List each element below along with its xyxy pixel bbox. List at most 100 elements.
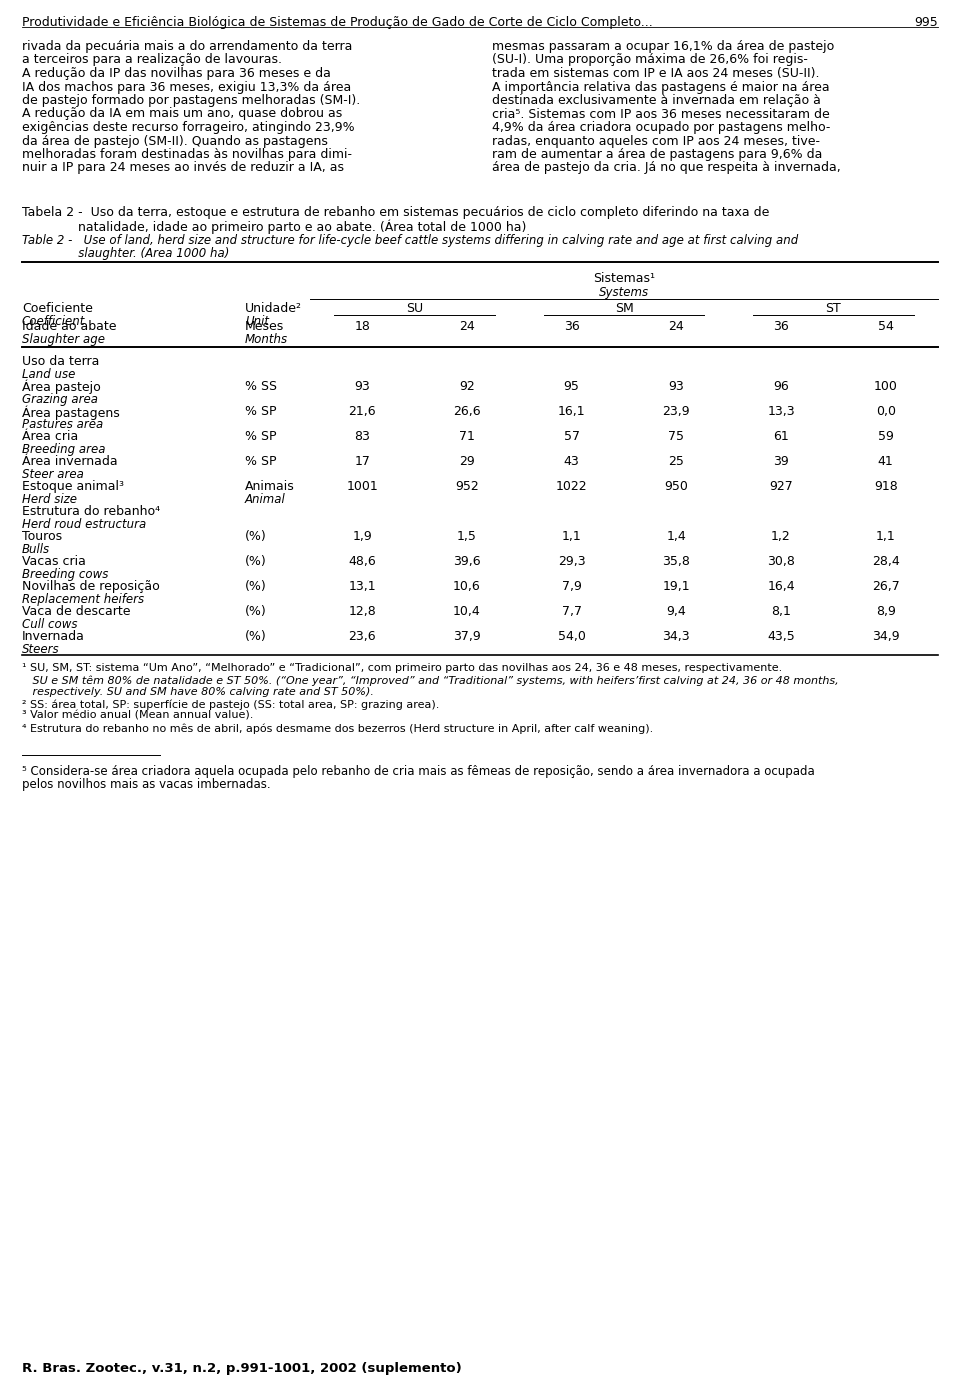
- Text: % SP: % SP: [245, 431, 276, 443]
- Text: Área pastejo: Área pastejo: [22, 380, 101, 394]
- Text: A redução da IA em mais um ano, quase dobrou as: A redução da IA em mais um ano, quase do…: [22, 108, 343, 120]
- Text: Unidade²: Unidade²: [245, 302, 302, 315]
- Text: trada em sistemas com IP e IA aos 24 meses (SU-II).: trada em sistemas com IP e IA aos 24 mes…: [492, 67, 820, 80]
- Text: 28,4: 28,4: [872, 555, 900, 568]
- Text: 100: 100: [874, 380, 898, 393]
- Text: 1,5: 1,5: [457, 530, 477, 542]
- Text: 952: 952: [455, 480, 479, 493]
- Text: Replacement heifers: Replacement heifers: [22, 593, 144, 605]
- Text: (SU-I). Uma proporção máxima de 26,6% foi regis-: (SU-I). Uma proporção máxima de 26,6% fo…: [492, 53, 808, 67]
- Text: 29: 29: [459, 454, 475, 468]
- Text: (%): (%): [245, 530, 267, 542]
- Text: 16,4: 16,4: [767, 580, 795, 593]
- Text: ram de aumentar a área de pastagens para 9,6% da: ram de aumentar a área de pastagens para…: [492, 148, 823, 161]
- Text: 9,4: 9,4: [666, 605, 686, 618]
- Text: 34,9: 34,9: [872, 630, 900, 643]
- Text: 23,9: 23,9: [662, 405, 690, 418]
- Text: 0,0: 0,0: [876, 405, 896, 418]
- Text: 37,9: 37,9: [453, 630, 481, 643]
- Text: 8,9: 8,9: [876, 605, 896, 618]
- Text: ¹ SU, SM, ST: sistema “Um Ano”, “Melhorado” e “Tradicional”, com primeiro parto : ¹ SU, SM, ST: sistema “Um Ano”, “Melhora…: [22, 663, 782, 672]
- Text: ST: ST: [826, 302, 841, 315]
- Text: rivada da pecuária mais a do arrendamento da terra: rivada da pecuária mais a do arrendament…: [22, 41, 352, 53]
- Text: 83: 83: [354, 431, 371, 443]
- Text: Idade ao abate: Idade ao abate: [22, 320, 116, 333]
- Text: 1,4: 1,4: [666, 530, 686, 542]
- Text: 16,1: 16,1: [558, 405, 586, 418]
- Text: A redução da IP das novilhas para 36 meses e da: A redução da IP das novilhas para 36 mes…: [22, 67, 331, 80]
- Text: ⁵ Considera-se área criadora aquela ocupada pelo rebanho de cria mais as fêmeas : ⁵ Considera-se área criadora aquela ocup…: [22, 765, 815, 779]
- Text: 93: 93: [668, 380, 684, 393]
- Text: 92: 92: [459, 380, 475, 393]
- Text: Herd roud estructura: Herd roud estructura: [22, 519, 146, 531]
- Text: 1,1: 1,1: [562, 530, 582, 542]
- Text: Área pastagens: Área pastagens: [22, 405, 120, 419]
- Text: 10,6: 10,6: [453, 580, 481, 593]
- Text: 34,3: 34,3: [662, 630, 690, 643]
- Text: Grazing area: Grazing area: [22, 393, 98, 405]
- Text: ³ Valor médio anual (Mean annual value).: ³ Valor médio anual (Mean annual value).: [22, 712, 253, 721]
- Text: Produtividade e Eficiência Biológica de Sistemas de Produção de Gado de Corte de: Produtividade e Eficiência Biológica de …: [22, 15, 653, 29]
- Text: Tabela 2 -  Uso da terra, estoque e estrutura de rebanho em sistemas pecuários d: Tabela 2 - Uso da terra, estoque e estru…: [22, 206, 769, 219]
- Text: R. Bras. Zootec., v.31, n.2, p.991-1001, 2002 (suplemento): R. Bras. Zootec., v.31, n.2, p.991-1001,…: [22, 1362, 462, 1376]
- Text: 59: 59: [877, 431, 894, 443]
- Text: 24: 24: [459, 320, 475, 333]
- Text: 93: 93: [354, 380, 371, 393]
- Text: 927: 927: [769, 480, 793, 493]
- Text: 36: 36: [564, 320, 580, 333]
- Text: 23,6: 23,6: [348, 630, 376, 643]
- Text: pelos novilhos mais as vacas imbernadas.: pelos novilhos mais as vacas imbernadas.: [22, 779, 271, 791]
- Text: 41: 41: [877, 454, 894, 468]
- Text: da área de pastejo (SM-II). Quando as pastagens: da área de pastejo (SM-II). Quando as pa…: [22, 134, 328, 148]
- Text: melhoradas foram destinadas às novilhas para dimi-: melhoradas foram destinadas às novilhas …: [22, 148, 352, 161]
- Text: Herd size: Herd size: [22, 493, 77, 506]
- Text: 54: 54: [877, 320, 894, 333]
- Text: Vacas cria: Vacas cria: [22, 555, 85, 568]
- Text: Estrutura do rebanho⁴: Estrutura do rebanho⁴: [22, 505, 160, 519]
- Text: 35,8: 35,8: [662, 555, 690, 568]
- Text: natalidade, idade ao primeiro parto e ao abate. (Área total de 1000 ha): natalidade, idade ao primeiro parto e ao…: [22, 219, 526, 235]
- Text: 4,9% da área criadora ocupado por pastagens melho-: 4,9% da área criadora ocupado por pastag…: [492, 122, 830, 134]
- Text: radas, enquanto aqueles com IP aos 24 meses, tive-: radas, enquanto aqueles com IP aos 24 me…: [492, 134, 820, 148]
- Text: % SS: % SS: [245, 380, 277, 393]
- Text: Novilhas de reposição: Novilhas de reposição: [22, 580, 159, 593]
- Text: Sistemas¹: Sistemas¹: [593, 273, 655, 285]
- Text: SU e SM têm 80% de natalidade e ST 50%. (“One year”, “Improved” and “Traditional: SU e SM têm 80% de natalidade e ST 50%. …: [22, 675, 839, 685]
- Text: 13,1: 13,1: [348, 580, 376, 593]
- Text: IA dos machos para 36 meses, exigiu 13,3% da área: IA dos machos para 36 meses, exigiu 13,3…: [22, 81, 351, 94]
- Text: % SP: % SP: [245, 454, 276, 468]
- Text: Animais: Animais: [245, 480, 295, 493]
- Text: Systems: Systems: [599, 287, 649, 299]
- Text: 8,1: 8,1: [771, 605, 791, 618]
- Text: 995: 995: [914, 15, 938, 29]
- Text: 7,7: 7,7: [562, 605, 582, 618]
- Text: 12,8: 12,8: [348, 605, 376, 618]
- Text: 54,0: 54,0: [558, 630, 586, 643]
- Text: 1022: 1022: [556, 480, 588, 493]
- Text: 48,6: 48,6: [348, 555, 376, 568]
- Text: % SP: % SP: [245, 405, 276, 418]
- Text: 918: 918: [874, 480, 898, 493]
- Text: Land use: Land use: [22, 368, 76, 382]
- Text: (%): (%): [245, 630, 267, 643]
- Text: Área cria: Área cria: [22, 431, 79, 443]
- Text: ⁴ Estrutura do rebanho no mês de abril, após desmame dos bezerros (Herd structur: ⁴ Estrutura do rebanho no mês de abril, …: [22, 723, 653, 734]
- Text: 1,9: 1,9: [352, 530, 372, 542]
- Text: 36: 36: [773, 320, 789, 333]
- Text: Uso da terra: Uso da terra: [22, 355, 100, 368]
- Text: Área invernada: Área invernada: [22, 454, 118, 468]
- Text: Meses: Meses: [245, 320, 284, 333]
- Text: 7,9: 7,9: [562, 580, 582, 593]
- Text: 96: 96: [773, 380, 789, 393]
- Text: Touros: Touros: [22, 530, 62, 542]
- Text: 43,5: 43,5: [767, 630, 795, 643]
- Text: cria⁵. Sistemas com IP aos 36 meses necessitaram de: cria⁵. Sistemas com IP aos 36 meses nece…: [492, 108, 829, 120]
- Text: 71: 71: [459, 431, 475, 443]
- Text: de pastejo formado por pastagens melhoradas (SM-I).: de pastejo formado por pastagens melhora…: [22, 94, 360, 108]
- Text: 19,1: 19,1: [662, 580, 690, 593]
- Text: mesmas passaram a ocupar 16,1% da área de pastejo: mesmas passaram a ocupar 16,1% da área d…: [492, 41, 834, 53]
- Text: 57: 57: [564, 431, 580, 443]
- Text: 13,3: 13,3: [767, 405, 795, 418]
- Text: Breeding area: Breeding area: [22, 443, 106, 456]
- Text: Coefficient: Coefficient: [22, 315, 85, 329]
